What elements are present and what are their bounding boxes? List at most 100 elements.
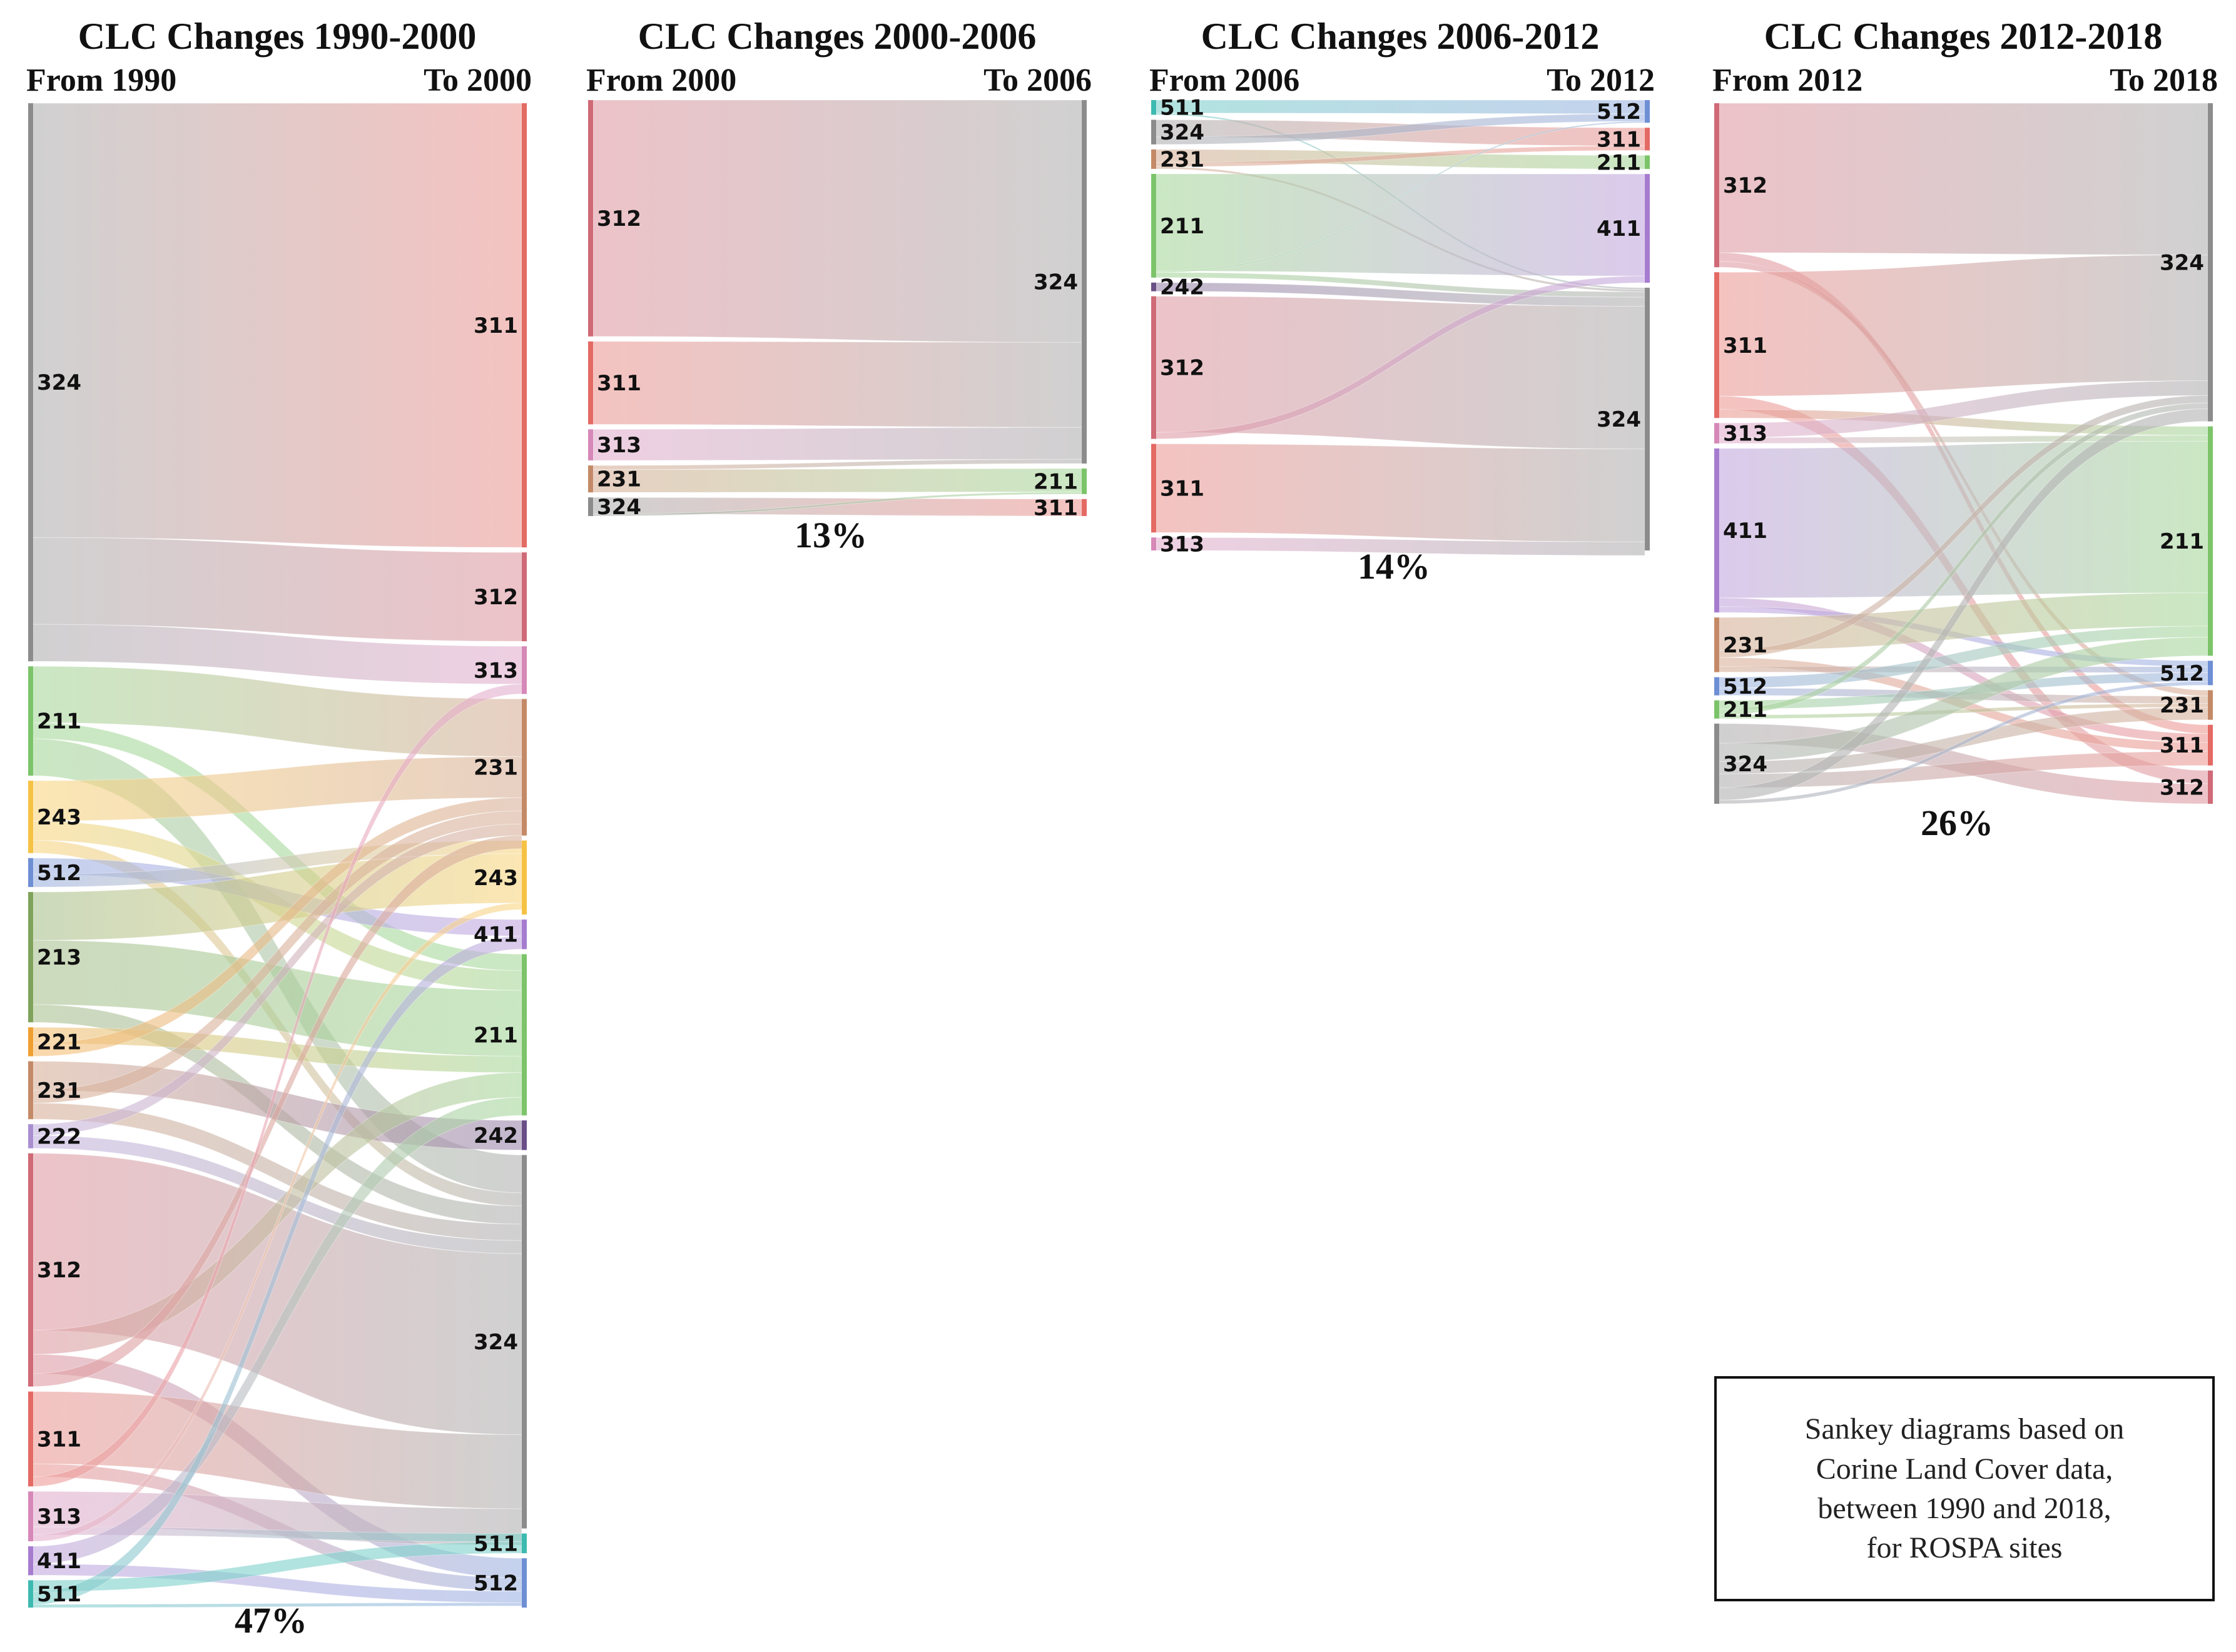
source-label-411: 411: [37, 1549, 81, 1574]
source-node-222: [28, 1124, 33, 1148]
source-node-243: [28, 781, 33, 853]
source-node-313: [1714, 423, 1719, 443]
target-label-313: 313: [474, 658, 518, 683]
to-label: To 2012: [1547, 63, 1655, 98]
target-label-231: 231: [2160, 693, 2204, 718]
source-label-313: 313: [1723, 422, 1767, 447]
from-label: From 2012: [1712, 63, 1862, 98]
target-label-324: 324: [2160, 250, 2204, 275]
source-node-313: [1151, 537, 1156, 550]
source-node-231: [1151, 149, 1156, 169]
target-label-211: 211: [2160, 529, 2204, 554]
target-node-512: [522, 1558, 527, 1608]
source-label-231: 231: [597, 467, 641, 492]
source-label-221: 221: [37, 1030, 81, 1055]
sankey-diagram-3: CLC Changes 2006-2012 From 2006 To 2012 511…: [1149, 16, 1655, 587]
source-label-311: 311: [597, 371, 641, 396]
target-node-311: [2208, 724, 2213, 766]
source-node-211: [1714, 700, 1719, 719]
source-label-312: 312: [37, 1258, 81, 1283]
source-node-242: [1151, 282, 1156, 291]
target-node-312: [522, 552, 527, 642]
flow-324-to-311: [33, 103, 522, 548]
source-node-221: [28, 1027, 33, 1057]
source-label-511: 511: [1160, 96, 1204, 121]
target-node-231: [2208, 690, 2213, 720]
target-node-313: [522, 646, 527, 694]
target-node-312: [2208, 770, 2213, 804]
source-label-313: 313: [37, 1504, 81, 1529]
source-node-231: [1714, 617, 1719, 672]
target-label-511: 511: [474, 1531, 518, 1556]
flow-312-to-411: [1156, 275, 1645, 440]
target-node-512: [1645, 100, 1650, 123]
flow-312-to-324: [1156, 296, 1645, 450]
source-node-312: [28, 1153, 33, 1387]
source-node-324: [1714, 723, 1719, 804]
sankey-diagram-1: CLC Changes 1990-2000 From 1990 To 2000 324…: [26, 16, 532, 1641]
flow-313-to-324: [1156, 537, 1645, 556]
flows: [1719, 103, 2208, 804]
target-node-411: [1645, 174, 1650, 283]
source-label-211: 211: [1723, 697, 1767, 722]
source-label-512: 512: [1723, 674, 1767, 699]
source-node-231: [588, 465, 593, 493]
flows: [33, 103, 522, 1608]
source-label-311: 311: [1723, 333, 1767, 358]
target-node-211: [522, 954, 527, 1116]
source-node-311: [1151, 443, 1156, 533]
source-node-411: [1714, 448, 1719, 613]
source-label-411: 411: [1723, 519, 1767, 544]
source-label-324: 324: [1723, 752, 1767, 777]
flow-311-to-324: [592, 341, 1082, 428]
target-node-242: [522, 1120, 527, 1150]
percent-label: 14%: [1358, 546, 1430, 587]
source-label-313: 313: [1160, 532, 1204, 557]
source-label-231: 231: [1723, 633, 1767, 658]
flow-313-to-324: [592, 427, 1082, 461]
target-label-211: 211: [1597, 150, 1641, 175]
flow-312-to-324: [592, 99, 1082, 343]
percent-label: 26%: [1921, 803, 1993, 843]
flow-511-to-411: [33, 935, 522, 1605]
source-node-311: [28, 1391, 33, 1487]
from-label: From 2000: [586, 63, 736, 98]
sankey-diagram-4: CLC Changes 2012-2018 From 2012 To 2018 312…: [1712, 16, 2218, 843]
target-label-311: 311: [474, 313, 518, 338]
source-node-512: [1714, 677, 1719, 696]
source-label-324: 324: [1160, 120, 1204, 145]
target-label-324: 324: [1034, 270, 1078, 295]
target-label-411: 411: [474, 923, 518, 948]
flow-324-to-324: [1719, 408, 2208, 801]
source-label-511: 511: [37, 1582, 81, 1607]
diagram-title: CLC Changes 2006-2012: [1201, 16, 1600, 57]
source-node-313: [28, 1491, 33, 1542]
target-node-511: [522, 1533, 527, 1554]
percent-label: 13%: [795, 515, 867, 555]
target-node-211: [1645, 155, 1650, 170]
target-label-211: 211: [474, 1023, 518, 1048]
target-label-231: 231: [474, 756, 518, 781]
source-label-222: 222: [37, 1124, 81, 1149]
flow-311-to-324: [1719, 254, 2208, 397]
flow-324-to-311: [592, 497, 1082, 517]
source-node-211: [1151, 173, 1156, 278]
target-node-311: [522, 103, 527, 548]
to-label: To 2000: [424, 63, 532, 98]
source-node-231: [28, 1061, 33, 1120]
target-node-324: [522, 1155, 527, 1529]
source-node-511: [1151, 100, 1156, 115]
target-label-324: 324: [1597, 407, 1641, 432]
source-label-312: 312: [1723, 173, 1767, 198]
target-label-311: 311: [2160, 733, 2204, 758]
target-node-211: [2208, 426, 2213, 656]
source-node-311: [588, 341, 593, 425]
source-label-313: 313: [597, 433, 641, 458]
flows: [1156, 99, 1645, 556]
flow-411-to-211: [1719, 440, 2208, 599]
flow-324-to-211: [1719, 637, 2208, 762]
source-label-512: 512: [37, 861, 81, 886]
target-node-512: [2208, 661, 2213, 686]
